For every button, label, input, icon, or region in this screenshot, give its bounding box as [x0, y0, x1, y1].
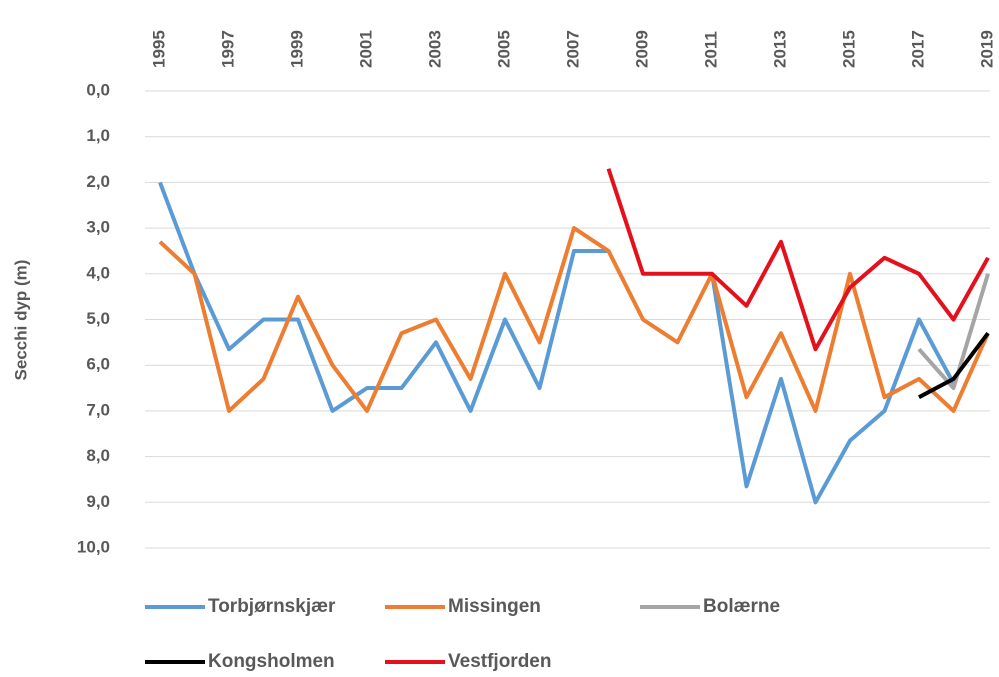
x-tick-label: 2009 [632, 30, 651, 68]
x-tick-label: 2015 [839, 30, 858, 68]
x-tick-label: 2007 [563, 30, 582, 68]
x-tick-label: 2005 [494, 30, 513, 68]
legend-label: Bolærne [703, 596, 780, 617]
legend-label: Vestfjorden [448, 651, 551, 672]
x-tick-label: 1997 [218, 30, 237, 68]
x-tick-label: 2003 [425, 30, 444, 68]
series-line [158, 181, 956, 505]
series-line [158, 226, 990, 413]
y-tick-label: 6,0 [86, 355, 110, 374]
x-tick-label: 2013 [770, 30, 789, 68]
x-tick-label: 1999 [287, 30, 306, 68]
legend-label: Missingen [448, 596, 541, 617]
y-tick-label: 3,0 [86, 218, 110, 237]
x-tick-label: 2011 [701, 31, 720, 68]
y-tick-label: 8,0 [86, 446, 110, 465]
y-tick-label: 10,0 [77, 537, 110, 556]
x-tick-label: 2019 [977, 30, 996, 68]
y-tick-label: 2,0 [86, 172, 110, 191]
y-tick-label: 1,0 [86, 126, 110, 145]
series-line [917, 273, 990, 391]
legend-label: Torbjørnskjær [208, 596, 336, 617]
y-tick-label: 0,0 [86, 80, 110, 99]
y-axis-label: Secchi dyp (m) [11, 260, 30, 381]
series-line [918, 332, 990, 399]
y-tick-label: 9,0 [86, 492, 110, 511]
x-tick-label: 1995 [149, 30, 168, 68]
y-tick-label: 5,0 [86, 309, 110, 328]
series-line [606, 168, 990, 352]
legend-label: Kongsholmen [208, 651, 335, 672]
x-tick-label: 2001 [356, 30, 375, 68]
y-tick-label: 4,0 [86, 263, 110, 282]
x-tick-label: 2017 [908, 30, 927, 68]
y-tick-label: 7,0 [86, 400, 110, 419]
